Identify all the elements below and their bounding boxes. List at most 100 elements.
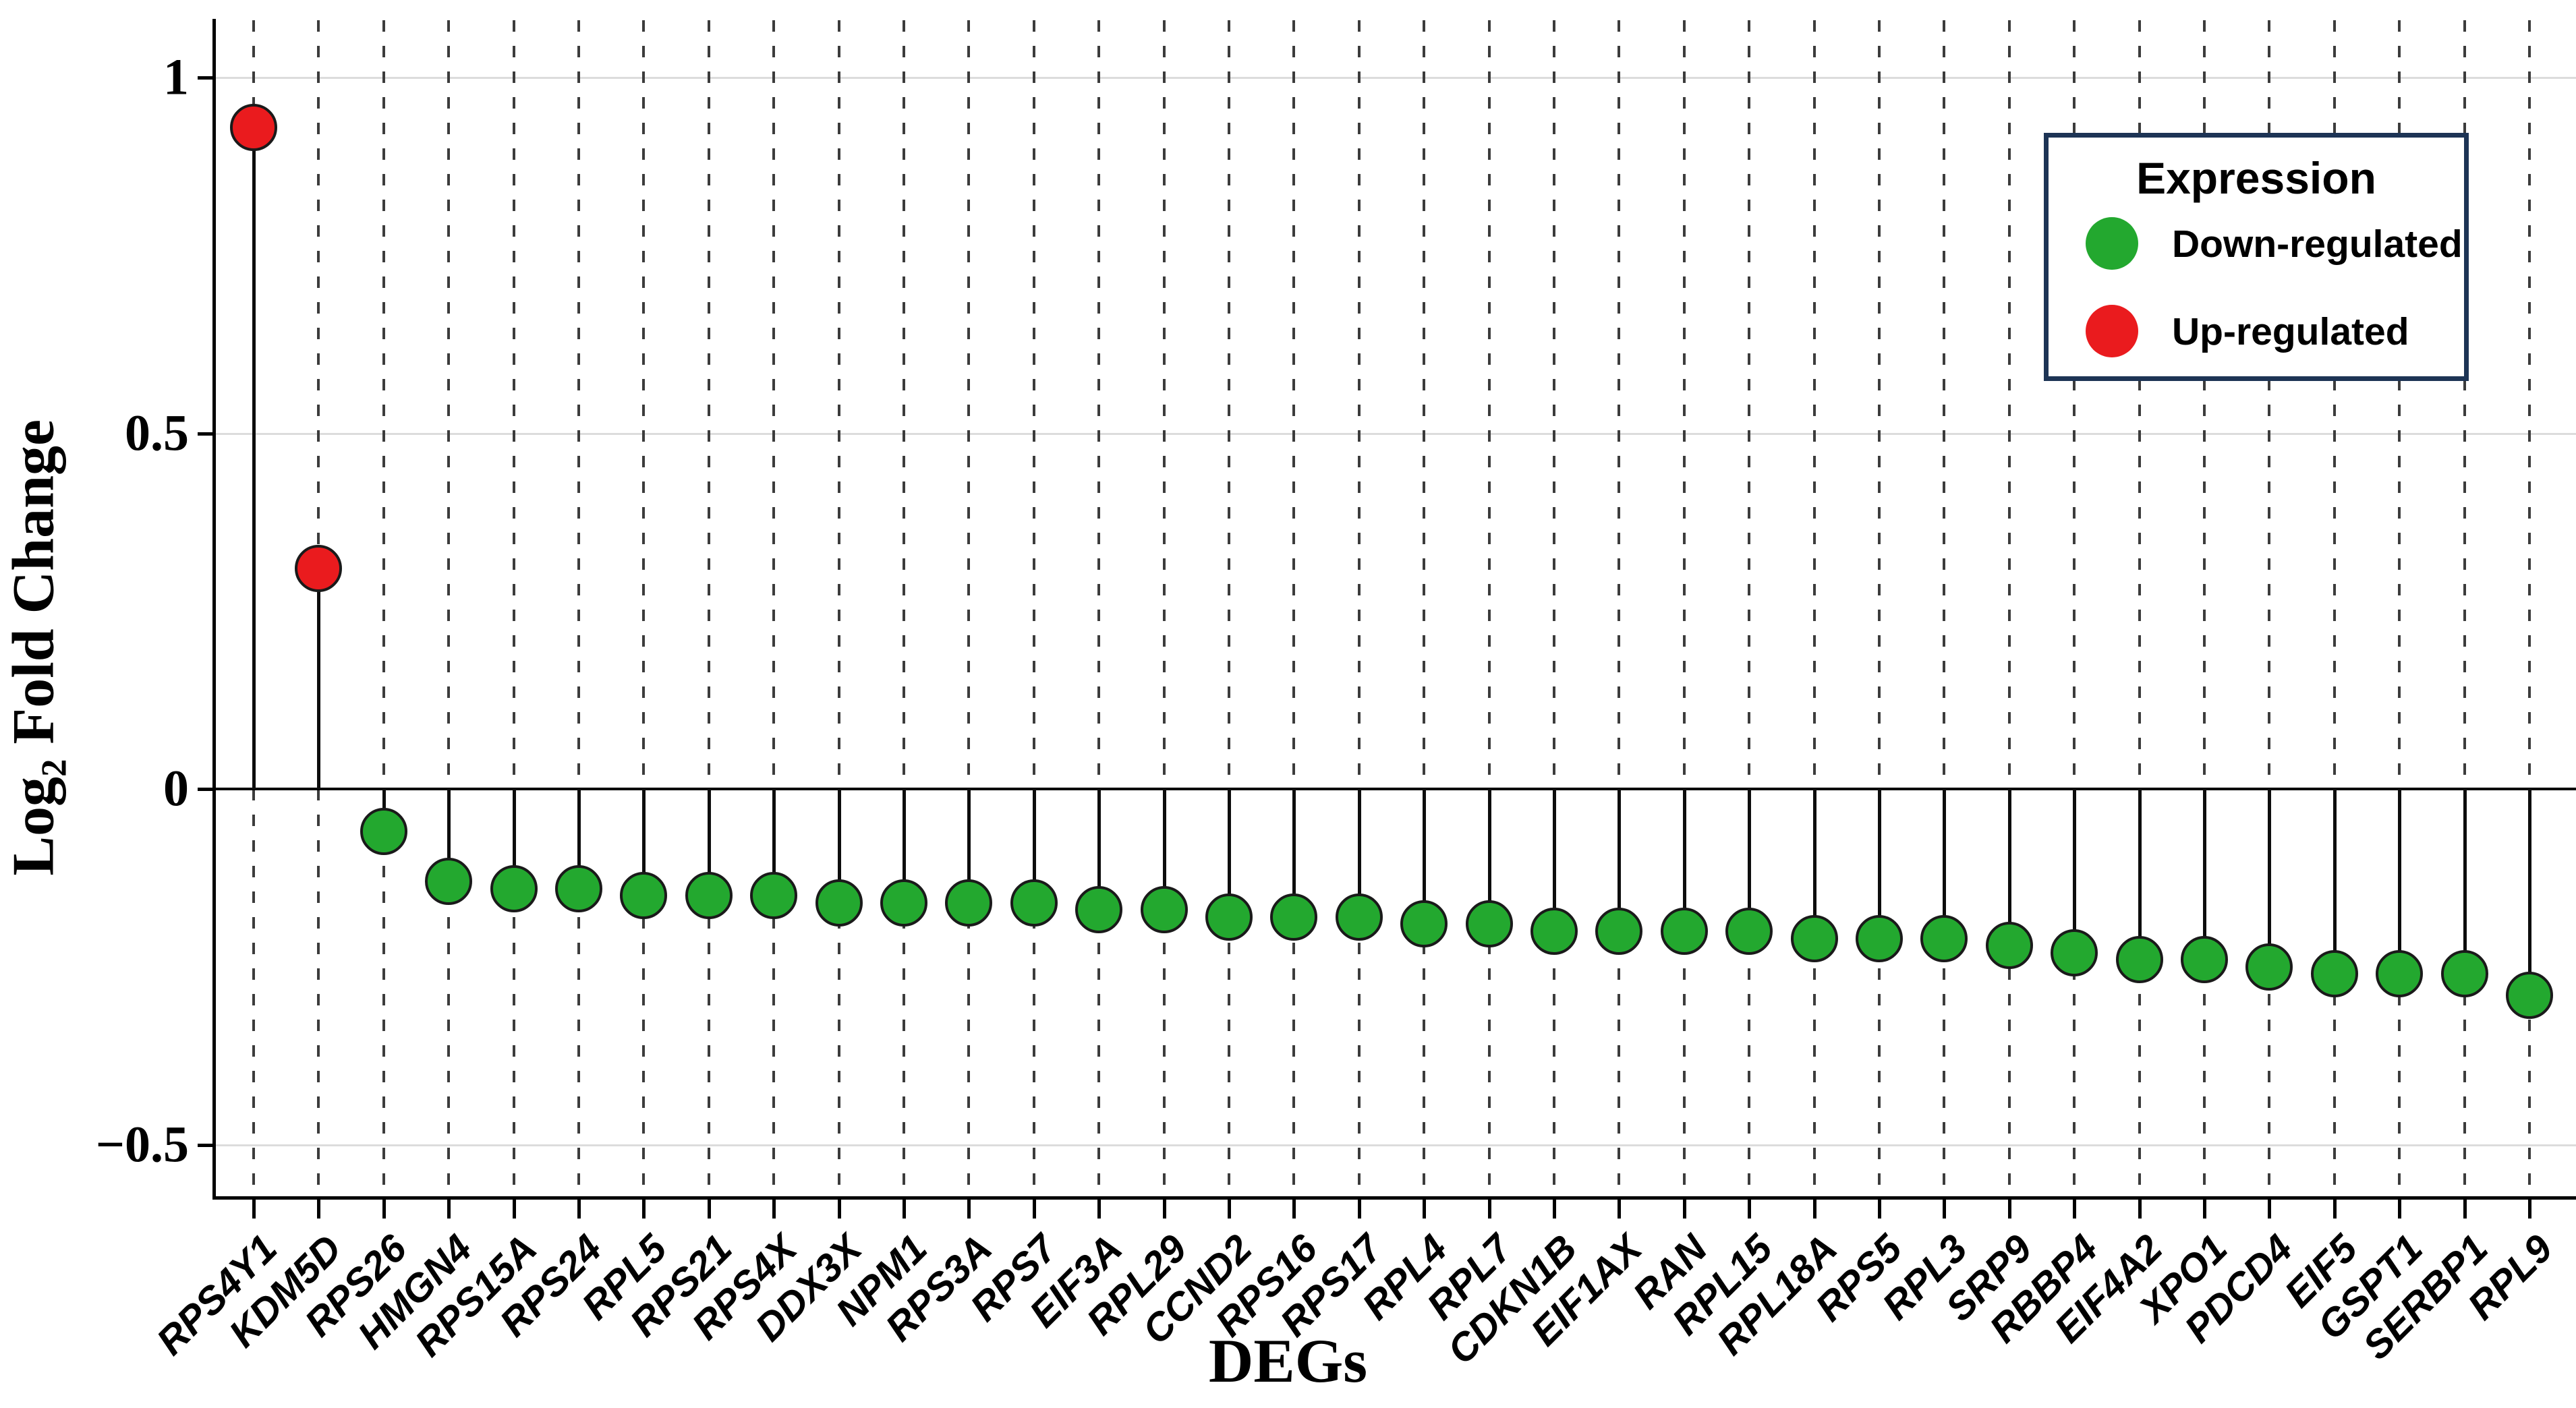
x-axis-title: DEGs bbox=[1208, 1326, 1368, 1395]
lollipop-dot-SERBP1 bbox=[2440, 950, 2488, 998]
x-tick bbox=[2463, 1200, 2467, 1219]
lollipop-dot-RPL29 bbox=[1140, 886, 1188, 934]
lollipop-dot-CDKN1B bbox=[1530, 908, 1578, 955]
gene-gridline bbox=[967, 20, 971, 1196]
y-axis-line bbox=[212, 19, 216, 1199]
y-gridline bbox=[214, 77, 2576, 79]
gene-gridline bbox=[2203, 20, 2206, 1196]
x-tick bbox=[1032, 1200, 1036, 1219]
lollipop-dot-DDX3X bbox=[815, 879, 863, 927]
lollipop-stem bbox=[1228, 789, 1231, 917]
x-tick bbox=[967, 1200, 971, 1219]
lollipop-stem bbox=[642, 789, 646, 896]
lollipop-stem bbox=[2203, 789, 2206, 960]
lollipop-stem bbox=[967, 789, 971, 903]
x-tick bbox=[1812, 1200, 1816, 1219]
x-tick bbox=[512, 1200, 516, 1219]
lollipop-dot-CCND2 bbox=[1205, 893, 1253, 941]
x-tick bbox=[1228, 1200, 1231, 1219]
lollipop-dot-PDCD4 bbox=[2245, 943, 2293, 991]
lollipop-dot-HMGN4 bbox=[425, 858, 473, 906]
x-tick bbox=[2138, 1200, 2142, 1219]
lollipop-stem bbox=[2398, 789, 2402, 974]
gene-gridline bbox=[1943, 20, 1946, 1196]
lollipop-dot-RPS15A bbox=[490, 864, 538, 912]
y-tick bbox=[198, 76, 214, 80]
gene-gridline bbox=[1748, 20, 1751, 1196]
x-tick bbox=[2073, 1200, 2077, 1219]
gene-gridline bbox=[2332, 20, 2336, 1196]
gene-gridline bbox=[903, 20, 905, 1196]
y-tick-label: −0.5 bbox=[95, 1116, 189, 1173]
lollipop-stem bbox=[1097, 789, 1101, 910]
lollipop-dot-RPL15 bbox=[1725, 908, 1773, 955]
x-tick bbox=[642, 1200, 646, 1219]
x-tick bbox=[1162, 1200, 1166, 1219]
lollipop-dot-XPO1 bbox=[2181, 936, 2228, 984]
gene-gridline bbox=[1357, 20, 1361, 1196]
lollipop-stem bbox=[2268, 789, 2272, 967]
y-tick-label: 0 bbox=[163, 760, 189, 817]
gene-gridline bbox=[837, 20, 840, 1196]
legend-item-label: Down-regulated bbox=[2172, 223, 2463, 266]
lollipop-dot-EIF5 bbox=[2310, 950, 2358, 998]
gene-gridline bbox=[2463, 20, 2466, 1196]
lollipop-stem bbox=[1553, 789, 1556, 931]
lollipop-stem bbox=[707, 789, 711, 896]
lollipop-dot-RPS26 bbox=[360, 808, 407, 856]
legend-item-label: Up-regulated bbox=[2172, 310, 2409, 353]
gene-gridline bbox=[382, 20, 385, 1196]
y-gridline bbox=[214, 1144, 2576, 1146]
gene-gridline bbox=[1682, 20, 1686, 1196]
x-tick bbox=[2528, 1200, 2531, 1219]
x-tick bbox=[903, 1200, 906, 1219]
x-tick bbox=[1618, 1200, 1622, 1219]
lollipop-stem bbox=[317, 568, 321, 789]
lollipop-stem bbox=[2528, 789, 2531, 995]
lollipop-dot-GSPT1 bbox=[2376, 950, 2424, 998]
gene-gridline bbox=[1228, 20, 1230, 1196]
lollipop-stem bbox=[577, 789, 581, 889]
x-tick bbox=[1682, 1200, 1686, 1219]
lollipop-stem bbox=[2138, 789, 2142, 960]
lollipop-stem bbox=[903, 789, 906, 903]
lollipop-dot-RPS4Y1 bbox=[230, 103, 277, 151]
x-tick bbox=[2332, 1200, 2337, 1219]
lollipop-stem bbox=[1292, 789, 1296, 917]
lollipop-stem bbox=[2463, 789, 2467, 974]
y-axis-title-main: Log bbox=[1, 776, 67, 876]
lollipop-dot-KDM5D bbox=[295, 544, 343, 592]
gene-gridline bbox=[772, 20, 776, 1196]
x-tick bbox=[1748, 1200, 1752, 1219]
x-tick bbox=[252, 1200, 256, 1219]
gene-gridline bbox=[1032, 20, 1035, 1196]
x-tick bbox=[2007, 1200, 2011, 1219]
x-tick bbox=[837, 1200, 841, 1219]
gene-gridline bbox=[2528, 20, 2531, 1196]
lollipop-stem bbox=[1032, 789, 1036, 903]
y-axis-title-rest: Fold Change bbox=[1, 419, 67, 759]
lollipop-dot-RPL3 bbox=[1920, 914, 1968, 962]
x-tick bbox=[2398, 1200, 2402, 1219]
x-tick bbox=[1097, 1200, 1101, 1219]
lollipop-stem bbox=[1162, 789, 1166, 910]
x-tick bbox=[1487, 1200, 1491, 1219]
lollipop-dot-RPS21 bbox=[685, 872, 733, 920]
x-tick bbox=[1553, 1200, 1556, 1219]
gene-gridline bbox=[1487, 20, 1491, 1196]
lollipop-dot-RPL7 bbox=[1465, 900, 1513, 948]
gene-gridline bbox=[642, 20, 646, 1196]
lollipop-dot-RAN bbox=[1660, 908, 1708, 955]
lollipop-stem bbox=[1357, 789, 1361, 917]
gene-gridline bbox=[447, 20, 451, 1196]
lollipop-stem bbox=[837, 789, 841, 903]
gene-gridline bbox=[1618, 20, 1621, 1196]
lollipop-dot-EIF3A bbox=[1075, 886, 1123, 934]
gene-gridline bbox=[2398, 20, 2401, 1196]
legend-title: Expression bbox=[2136, 153, 2376, 203]
lollipop-stem bbox=[1748, 789, 1752, 931]
lollipop-stem bbox=[1943, 789, 1947, 939]
lollipop-dot-RPL4 bbox=[1400, 900, 1448, 948]
lollipop-stem bbox=[1682, 789, 1686, 931]
lollipop-stem bbox=[1423, 789, 1427, 925]
